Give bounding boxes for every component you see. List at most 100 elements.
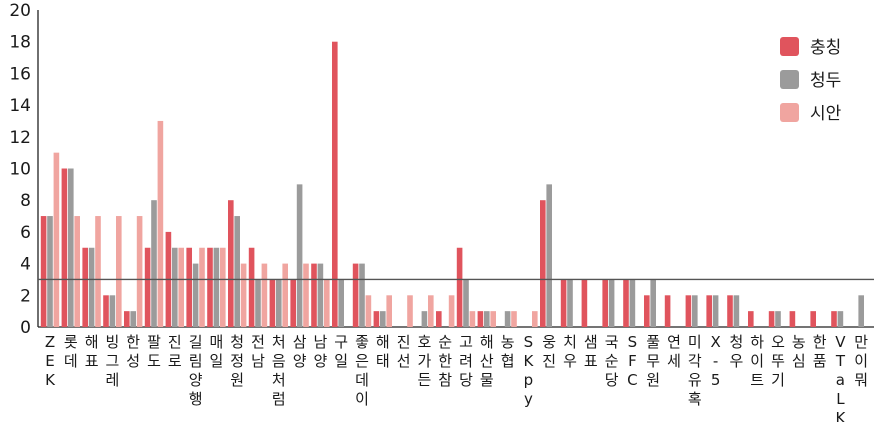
y-tick-label: 12 [9, 128, 31, 148]
bar-chengdu [567, 279, 573, 327]
y-tick-label: 14 [9, 96, 31, 116]
bar-chongqing [436, 311, 442, 327]
bar-chengdu [775, 311, 781, 327]
bar-chongqing [103, 295, 109, 327]
bar-chengdu [629, 279, 636, 327]
bar-chongqing [144, 247, 151, 327]
bar-xian [95, 216, 101, 327]
bar-chengdu [858, 295, 864, 327]
bar-chengdu [68, 168, 74, 327]
legend-label: 충칭 [810, 38, 841, 58]
bar-chongqing [290, 279, 296, 327]
bar-xian [365, 295, 372, 327]
bar-xian [53, 152, 60, 327]
bar-chengdu [317, 263, 324, 327]
bar-chengdu [837, 311, 844, 327]
bar-chongqing [61, 168, 68, 327]
bar-chengdu [546, 184, 552, 327]
bar-chongqing [810, 311, 816, 327]
y-tick-label: 18 [9, 33, 31, 53]
bar-chongqing [540, 200, 546, 327]
bar-xian [220, 247, 226, 327]
bar-chengdu [151, 200, 157, 327]
bar-xian [407, 295, 413, 327]
bar-chengdu [172, 247, 178, 327]
bar-chongqing [644, 295, 650, 327]
bar-xian [303, 263, 309, 327]
bar-chengdu [109, 295, 116, 327]
legend-swatch [780, 37, 799, 56]
bar-xian [511, 311, 517, 327]
bar-xian [469, 311, 476, 327]
legend-label: 시안 [810, 104, 842, 124]
y-tick-label: 16 [9, 64, 31, 84]
bar-chengdu [276, 279, 282, 327]
bar-chongqing [706, 295, 712, 327]
bar-chongqing [560, 279, 567, 327]
bar-xian [157, 120, 164, 327]
bar-chongqing [623, 279, 629, 327]
bar-chongqing [685, 295, 692, 327]
bar-chengdu [130, 311, 136, 327]
bar-chongqing [332, 41, 338, 327]
bar-xian [428, 295, 434, 327]
bar-chongqing [789, 311, 796, 327]
legend-swatch [780, 70, 799, 89]
bar-chengdu [338, 279, 344, 327]
bar-chongqing [228, 200, 234, 327]
bar-chengdu [463, 279, 469, 327]
x-tick-label: X -5 [710, 333, 720, 389]
bar-chongqing [82, 247, 88, 327]
bar-xian [178, 247, 184, 327]
bar-chongqing [748, 311, 754, 327]
bar-xian [199, 247, 205, 327]
bar-chongqing [269, 279, 276, 327]
y-tick-label: 20 [9, 1, 31, 21]
bar-chengdu [712, 295, 719, 327]
bar-chongqing [373, 311, 380, 327]
bar-chengdu [255, 279, 261, 327]
bar-chengdu [484, 311, 490, 327]
bar-xian [532, 311, 538, 327]
bar-chengdu [192, 263, 199, 327]
bar-chongqing [40, 216, 47, 327]
bar-chongqing [768, 311, 775, 327]
legend-label: 청두 [810, 71, 841, 91]
bar-chengdu [213, 247, 220, 327]
bar-xian [116, 216, 122, 327]
bar-chongqing [124, 311, 130, 327]
bar-xian [448, 295, 455, 327]
bar-xian [136, 216, 143, 327]
bar-chongqing [477, 311, 484, 327]
bar-chengdu [380, 311, 386, 327]
bar-chengdu [608, 279, 615, 327]
bar-xian [324, 279, 330, 327]
bar-xian [74, 216, 80, 327]
